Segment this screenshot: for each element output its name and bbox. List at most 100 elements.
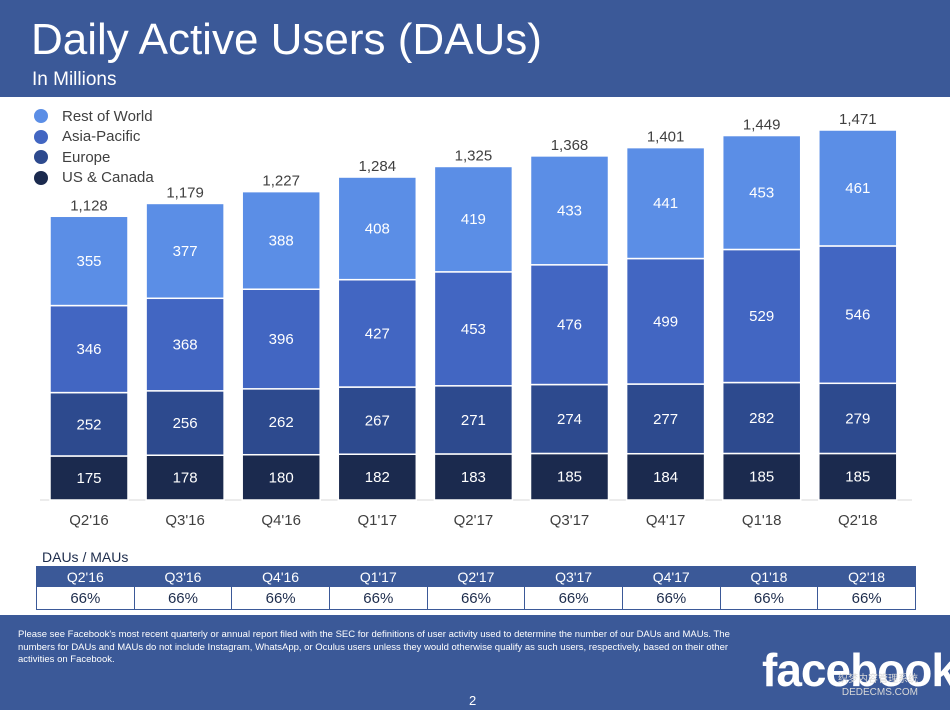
bar-segment-us-canada — [241, 453, 321, 501]
bar-segment-us-canada — [49, 455, 129, 501]
bar-value-label: 529 — [749, 308, 774, 325]
ratio-value: 66% — [621, 586, 721, 610]
bar-segment-rest-of-world — [529, 155, 610, 266]
dau-mau-header-row: Q2'16 Q3'16 Q4'16 Q1'17 Q2'17 Q3'17 Q4'1… — [36, 566, 916, 587]
bar-value-label: 175 — [76, 470, 101, 487]
bar-value-label: 267 — [365, 413, 390, 430]
bar-value-label: 183 — [461, 469, 486, 486]
bar-segment-asia-pacific — [433, 271, 514, 387]
bar-value-label: 185 — [845, 469, 870, 486]
bar-segment-europe — [529, 383, 610, 455]
bar-value-label: 396 — [269, 331, 294, 348]
x-tick-label: Q2'18 — [838, 512, 878, 529]
bar-segment-rest-of-world — [145, 202, 225, 300]
bar-value-label: 368 — [173, 337, 198, 354]
x-tick-label: Q1'17 — [358, 512, 398, 529]
ratio-value: 66% — [817, 586, 916, 610]
bar-value-label: 271 — [461, 412, 486, 429]
ratio-value: 66% — [328, 586, 428, 610]
x-tick-label: Q4'16 — [261, 512, 301, 529]
bar-segment-europe — [145, 390, 225, 456]
bar-segment-europe — [433, 385, 514, 455]
x-tick-label: Q3'17 — [550, 512, 590, 529]
bar-segment-europe — [721, 381, 802, 455]
bar-value-label: 377 — [173, 243, 198, 260]
bar-total-label: 1,128 — [70, 197, 108, 214]
bar-total-label: 1,449 — [743, 117, 781, 134]
ratio-value: 66% — [524, 586, 623, 610]
bar-segment-rest-of-world — [818, 129, 898, 247]
bar-total-label: 1,284 — [359, 158, 397, 175]
quarter-header: Q4'16 — [231, 566, 330, 587]
bar-segment-europe — [49, 391, 129, 457]
bar-segment-us-canada — [145, 454, 225, 501]
bar-value-label: 408 — [365, 220, 390, 237]
legend-label: Rest of World — [62, 107, 153, 125]
x-tick-label: Q3'16 — [165, 512, 205, 529]
bar-segment-us-canada — [529, 452, 610, 501]
bar-value-label: 182 — [365, 469, 390, 486]
legend-item-europe: Europe — [34, 147, 154, 168]
bar-value-label: 277 — [653, 411, 678, 428]
legend-label: Europe — [62, 148, 111, 166]
page-title: Daily Active Users (DAUs) — [31, 15, 542, 64]
quarter-header: Q4'17 — [621, 566, 721, 587]
bar-total-label: 1,325 — [455, 147, 493, 164]
bar-segment-us-canada — [433, 453, 514, 501]
bar-segment-asia-pacific — [625, 257, 706, 385]
facebook-logo: facebook — [762, 644, 950, 696]
x-tick-label: Q1'18 — [742, 512, 782, 529]
ratio-value: 66% — [231, 586, 330, 610]
bar-total-label: 1,368 — [551, 137, 589, 154]
bar-segment-rest-of-world — [433, 165, 514, 273]
bar-segment-europe — [337, 386, 418, 455]
bar-value-label: 178 — [173, 470, 198, 487]
bar-value-label: 180 — [269, 469, 294, 486]
legend-item-us-canada: US & Canada — [34, 168, 154, 189]
bar-value-label: 185 — [557, 469, 582, 486]
bar-value-label: 355 — [76, 253, 101, 270]
bar-value-label: 433 — [557, 202, 582, 219]
bar-value-label: 499 — [653, 313, 678, 330]
quarter-header: Q3'17 — [524, 566, 623, 587]
bar-value-label: 453 — [461, 321, 486, 338]
bar-value-label: 546 — [845, 307, 870, 324]
bar-segment-asia-pacific — [241, 288, 321, 390]
watermark: 织梦内容管理系统 DEDECMS.COM — [838, 673, 918, 699]
bar-segment-europe — [818, 382, 898, 455]
bar-segment-asia-pacific — [145, 297, 225, 392]
quarter-header: Q2'18 — [817, 566, 916, 587]
footnote: Please see Facebook's most recent quarte… — [18, 629, 730, 665]
bar-segment-rest-of-world — [337, 176, 418, 281]
bar-value-label: 346 — [76, 341, 101, 358]
bar-segment-rest-of-world — [241, 190, 321, 290]
quarter-header: Q2'16 — [36, 566, 135, 587]
bar-value-label: 461 — [845, 180, 870, 197]
bar-segment-us-canada — [337, 453, 418, 501]
bar-value-label: 252 — [76, 416, 101, 433]
bar-segment-asia-pacific — [721, 248, 802, 384]
bar-value-label: 256 — [173, 415, 198, 432]
bar-segment-asia-pacific — [337, 278, 418, 388]
legend-swatch — [34, 150, 48, 165]
legend-label: US & Canada — [62, 169, 154, 187]
ratio-value: 66% — [36, 586, 135, 610]
bar-segment-rest-of-world — [625, 146, 706, 260]
bar-value-label: 388 — [269, 232, 294, 249]
bar-value-label: 184 — [653, 469, 678, 486]
watermark-line1: 织梦内容管理系统 — [838, 674, 918, 685]
bar-value-label: 274 — [557, 411, 582, 428]
x-tick-label: Q4'17 — [646, 512, 686, 529]
bar-value-label: 453 — [749, 185, 774, 202]
x-tick-label: Q2'17 — [454, 512, 494, 529]
bar-value-label: 282 — [749, 410, 774, 427]
bar-segment-asia-pacific — [818, 245, 898, 385]
chart-legend: Rest of World Asia-Pacific Europe US & C… — [34, 106, 154, 188]
dau-stacked-bar-chart: 175 252 346 355 1,128 Q2'16 178 256 368 377 1,179 Q… — [40, 111, 912, 529]
legend-item-rest-of-world: Rest of World — [34, 106, 154, 127]
bar-total-label: 1,471 — [839, 111, 877, 128]
quarter-header: Q1'17 — [328, 566, 428, 587]
bar-segment-europe — [241, 388, 321, 456]
dau-mau-table: Q2'16 Q3'16 Q4'16 Q1'17 Q2'17 Q3'17 Q4'1… — [36, 566, 916, 610]
bar-value-label: 441 — [653, 195, 678, 212]
